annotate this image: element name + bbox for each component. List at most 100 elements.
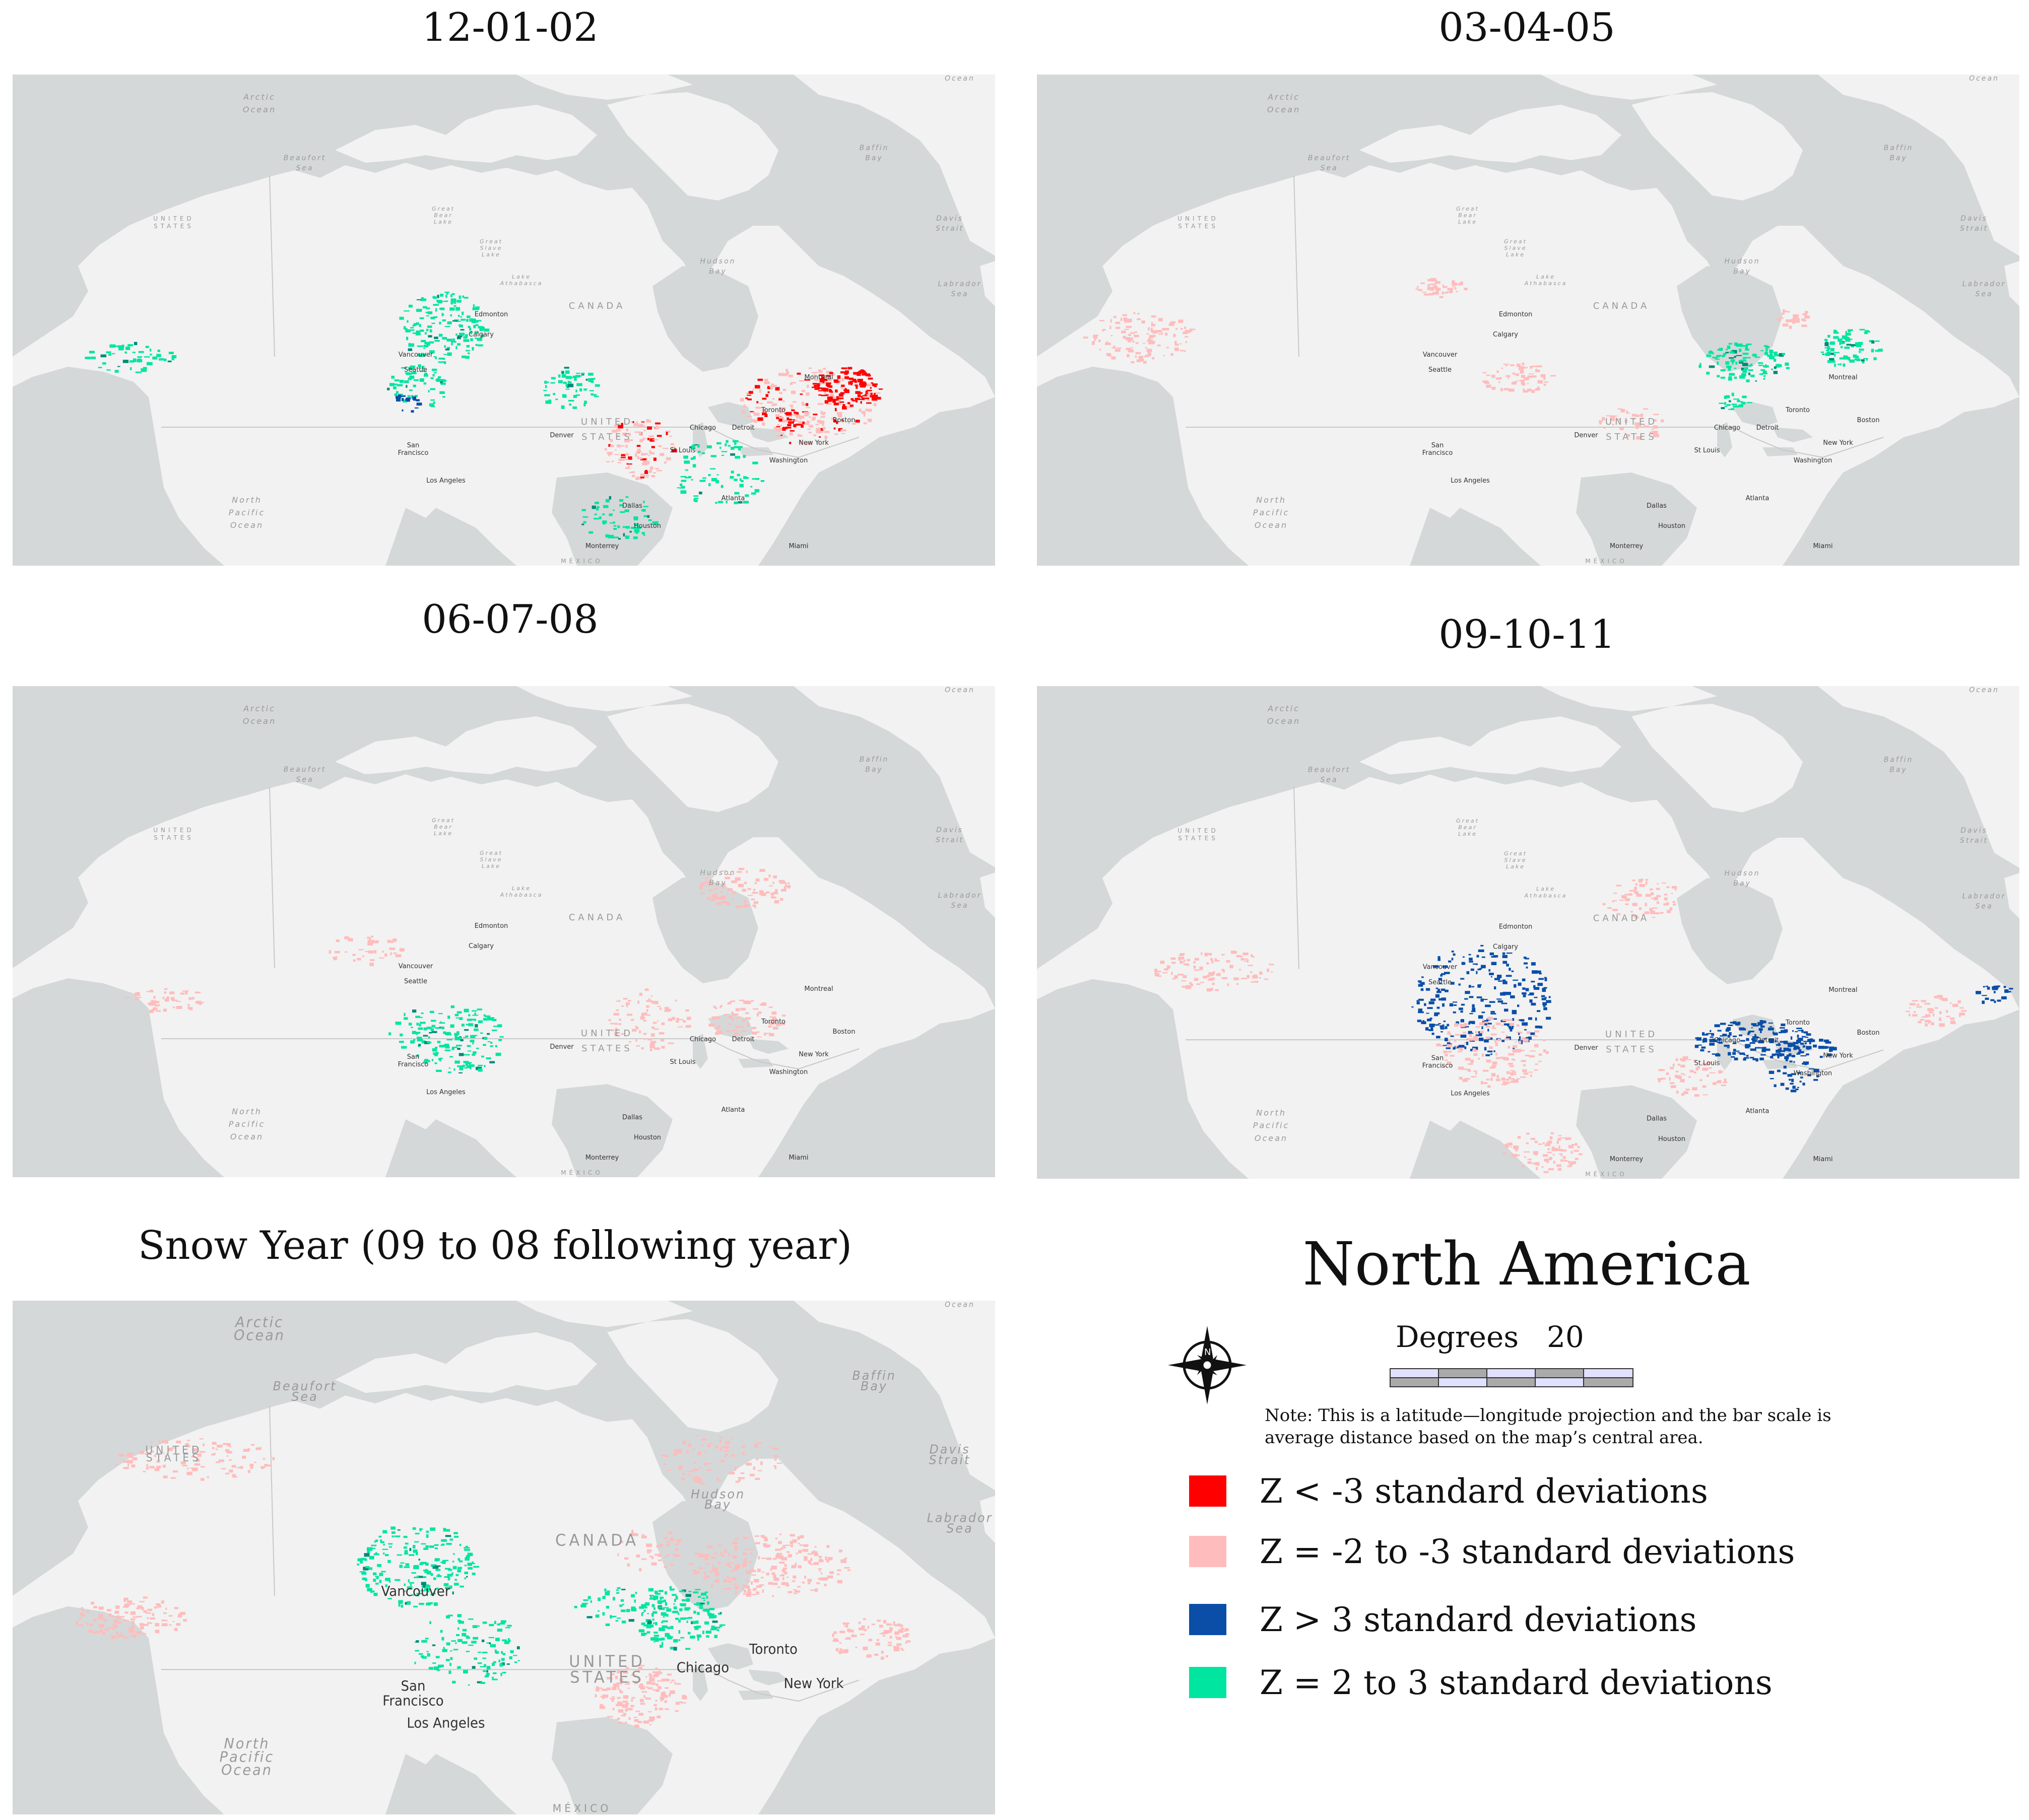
anomaly-pixel — [393, 386, 397, 389]
anomaly-pixel — [434, 1062, 437, 1064]
city-label: Seattle — [404, 366, 427, 374]
anomaly-pixel — [791, 1544, 793, 1547]
labrador-sea-label: Labrador — [938, 892, 982, 900]
anomaly-pixel — [632, 475, 635, 478]
anomaly-pixel — [617, 1670, 620, 1674]
anomaly-pixel — [1201, 952, 1203, 955]
anomaly-pixel — [863, 1646, 868, 1650]
anomaly-pixel — [852, 423, 856, 425]
anomaly-pixel — [1513, 381, 1517, 385]
anomaly-pixel — [634, 1681, 638, 1684]
anomaly-pixel — [1639, 884, 1646, 887]
anomaly-pixel — [772, 385, 777, 387]
anomaly-pixel — [1151, 322, 1153, 325]
anomaly-pixel — [417, 345, 423, 347]
anomaly-pixel — [1719, 402, 1724, 404]
anomaly-pixel — [758, 1556, 760, 1560]
anomaly-pixel — [756, 1031, 760, 1033]
anomaly-pixel — [145, 1453, 148, 1455]
anomaly-pixel — [1939, 1018, 1942, 1021]
anomaly-pixel — [1510, 995, 1515, 998]
anomaly-pixel — [1117, 347, 1122, 349]
anomaly-pixel — [710, 890, 713, 892]
anomaly-pixel — [904, 1628, 909, 1631]
anomaly-pixel — [625, 444, 628, 448]
anomaly-pixel — [1830, 353, 1834, 355]
city-label: San — [401, 1678, 426, 1695]
anomaly-pixel — [1827, 360, 1830, 363]
anomaly-pixel — [457, 1569, 462, 1573]
anomaly-pixel — [440, 294, 444, 297]
anomaly-pixel — [187, 1004, 190, 1006]
anomaly-pixel — [709, 1608, 714, 1610]
anomaly-pixel — [826, 1545, 830, 1548]
anomaly-pixel — [176, 1006, 182, 1009]
anomaly-pixel — [821, 412, 826, 414]
anomaly-pixel — [862, 370, 866, 374]
anomaly-pixel — [1443, 286, 1448, 288]
anomaly-pixel — [1792, 1030, 1794, 1032]
anomaly-pixel — [1450, 982, 1455, 985]
anomaly-pixel — [1763, 378, 1765, 380]
anomaly-pixel — [1154, 973, 1159, 977]
anomaly-pixel — [1152, 330, 1157, 334]
country-border — [161, 427, 860, 458]
anomaly-pixel — [721, 1446, 726, 1449]
anomaly-pixel — [812, 418, 815, 421]
city-label: Calgary — [469, 331, 494, 339]
anomaly-pixel — [798, 441, 803, 443]
anomaly-pixel — [772, 403, 777, 406]
anomaly-pixel — [821, 394, 827, 396]
anomaly-pixel — [753, 1466, 755, 1470]
anomaly-pixel — [423, 1584, 429, 1588]
anomaly-pixel — [714, 1007, 717, 1009]
anomaly-pixel — [460, 316, 463, 318]
anomaly-pixel — [717, 501, 724, 503]
anomaly-pixel — [688, 1632, 691, 1635]
anomaly-pixel — [366, 1567, 373, 1570]
anomaly-pixel — [658, 445, 662, 447]
anomaly-pixel — [1433, 1024, 1439, 1026]
anomaly-pixel — [1143, 361, 1147, 364]
anomaly-pixel — [1543, 1007, 1547, 1010]
anomaly-pixel — [1643, 424, 1645, 428]
anomaly-pixel — [735, 1549, 737, 1553]
city-label: Chicago — [1714, 424, 1740, 432]
anomaly-pixel — [1553, 1146, 1555, 1148]
anomaly-pixel — [799, 380, 804, 382]
anomaly-pixel — [653, 1635, 659, 1637]
anomaly-pixel — [673, 1603, 675, 1605]
anomaly-pixel — [823, 368, 826, 370]
anomaly-pixel — [768, 874, 771, 878]
anomaly-pixel — [648, 454, 650, 456]
anomaly-pixel — [1603, 427, 1606, 429]
anomaly-pixel — [640, 476, 644, 479]
anomaly-pixel — [786, 412, 792, 416]
anomaly-pixel — [636, 526, 641, 529]
water-body — [1773, 427, 1813, 442]
anomaly-pixel — [1543, 381, 1549, 383]
anomaly-pixel — [1468, 1063, 1473, 1065]
anomaly-pixel — [613, 525, 617, 527]
anomaly-pixel — [1530, 1032, 1535, 1035]
anomaly-pixel — [423, 1027, 427, 1031]
united-states-label: STATES — [1606, 432, 1657, 442]
anomaly-pixel — [664, 1566, 667, 1568]
anomaly-pixel — [1247, 959, 1249, 963]
anomaly-pixel — [1168, 323, 1174, 326]
anomaly-pixel — [689, 446, 692, 448]
anomaly-pixel — [1849, 339, 1853, 340]
anomaly-pixel — [1568, 1161, 1570, 1164]
city-label: Los Angeles — [426, 1089, 466, 1096]
anomaly-pixel — [620, 456, 626, 458]
anomaly-pixel — [1422, 1021, 1426, 1024]
anomaly-pixel — [188, 997, 192, 1000]
anomaly-pixel — [415, 1642, 417, 1643]
anomaly-pixel — [714, 898, 718, 899]
anomaly-pixel — [1489, 952, 1494, 956]
anomaly-pixel — [1825, 1041, 1831, 1044]
anomaly-pixel — [615, 1719, 620, 1720]
anomaly-pixel — [1099, 320, 1105, 321]
anomaly-pixel — [1792, 321, 1795, 324]
anomaly-pixel — [649, 438, 654, 442]
